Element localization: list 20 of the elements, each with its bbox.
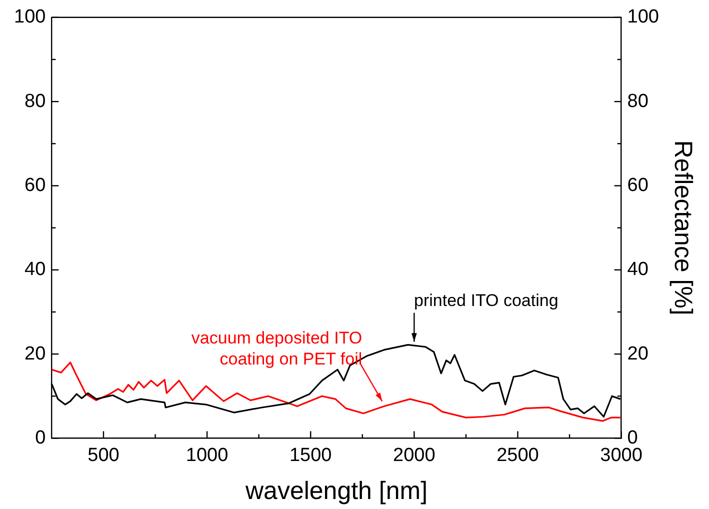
y2-tick-label: 80	[627, 90, 648, 112]
y2-tick-label: 60	[627, 174, 648, 196]
x-axis-title: wavelength [nm]	[244, 476, 428, 505]
annotation: vacuum deposited ITO coating on PET foil	[191, 328, 362, 368]
x-tick-label: 1000	[186, 444, 228, 466]
x-tick-label: 1500	[289, 444, 332, 466]
annotation: printed ITO coating	[414, 290, 558, 310]
y2-axis-title: Reflectance [%]	[669, 140, 698, 316]
y2-tick-label: 100	[627, 6, 659, 28]
y-tick-label: 80	[24, 90, 46, 112]
x-tick-label: 2500	[496, 444, 539, 466]
y2-tick-label: 20	[627, 343, 648, 364]
y-tick-label: 0	[35, 427, 46, 448]
x-tick-label: 500	[88, 444, 120, 466]
y-tick-label: 100	[14, 6, 46, 28]
y-tick-label: 20	[24, 343, 46, 364]
y-tick-label: 60	[24, 174, 46, 196]
y2-tick-label: 40	[627, 259, 648, 280]
y-tick-label: 40	[24, 259, 46, 280]
x-tick-label: 2000	[393, 444, 436, 466]
